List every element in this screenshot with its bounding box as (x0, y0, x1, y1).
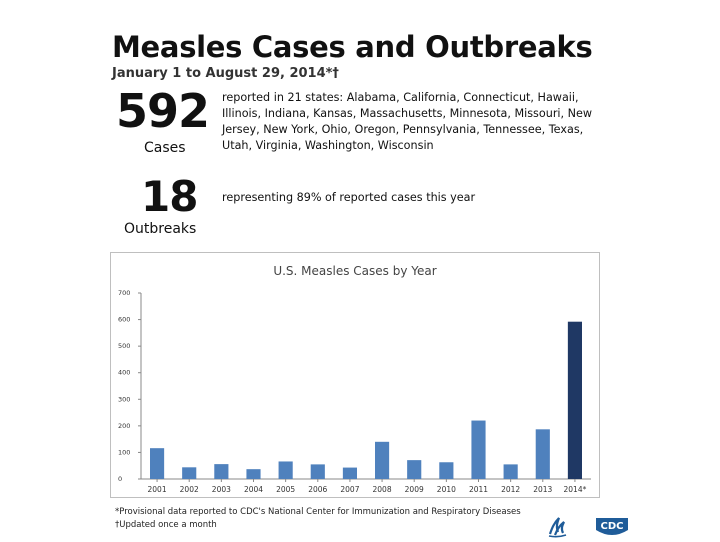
bar-2002 (182, 467, 197, 479)
y-tick-label: 100 (118, 448, 130, 456)
y-tick-label: 400 (118, 369, 130, 377)
bar-2007 (342, 467, 357, 479)
chart-container: U.S. Measles Cases by Year 700 600 500 400 3… (110, 252, 600, 498)
cases-number: 592 (116, 84, 210, 138)
bar-2012 (503, 464, 518, 479)
hhs-eagle-icon (546, 514, 568, 542)
bar-2004 (246, 469, 261, 479)
page-subtitle: January 1 to August 29, 2014*† (112, 66, 339, 81)
x-tick-label: 2008 (373, 485, 392, 494)
y-tick-label: 0 (118, 475, 122, 483)
bar-2013 (535, 429, 550, 479)
bar-2001 (150, 448, 165, 479)
y-tick-label: 500 (118, 342, 130, 350)
bar-2006 (310, 464, 325, 479)
y-tick-label: 300 (118, 395, 130, 403)
x-tick-label: 2012 (501, 485, 520, 494)
x-tick-label: 2014* (564, 485, 587, 494)
footnote-provisional: *Provisional data reported to CDC's Nati… (115, 507, 521, 517)
cdc-logo: CDC (594, 515, 630, 541)
chart-title: U.S. Measles Cases by Year (273, 264, 436, 278)
outbreaks-description: representing 89% of reported cases this … (222, 191, 476, 204)
x-tick-label: 2013 (533, 485, 552, 494)
bar-chart: U.S. Measles Cases by Year 700 600 500 400 3… (118, 264, 591, 494)
bar-2003 (214, 464, 229, 479)
bar-2011 (471, 420, 486, 479)
x-tick-label: 2010 (437, 485, 456, 494)
bar-2008 (375, 441, 390, 479)
bar-2005 (278, 461, 293, 479)
bar-2014 (567, 321, 582, 479)
x-tick-label: 2001 (148, 485, 167, 494)
x-tick-label: 2005 (276, 485, 295, 494)
x-tick-label: 2003 (212, 485, 231, 494)
chart-bars (150, 321, 582, 479)
bar-2010 (439, 462, 454, 479)
cases-description: reported in 21 states: Alabama, Californ… (222, 91, 593, 152)
chart-axes (138, 292, 591, 482)
bar-2009 (407, 460, 422, 479)
y-tick-label: 200 (118, 422, 130, 430)
cases-label: Cases (144, 140, 186, 156)
x-tick-label: 2004 (244, 485, 263, 494)
x-tick-label: 2011 (469, 485, 488, 494)
page-title: Measles Cases and Outbreaks (112, 30, 593, 64)
x-tick-label: 2009 (405, 485, 424, 494)
footnote-updated: †Updated once a month (115, 520, 217, 530)
x-tick-label: 2002 (180, 485, 199, 494)
chart-labels: 700 600 500 400 300 200 100 0 2001 2002 2003 2004 20… (118, 289, 587, 494)
outbreaks-number: 18 (141, 172, 198, 221)
x-tick-label: 2006 (308, 485, 327, 494)
cdc-logo-text: CDC (601, 521, 624, 532)
y-tick-label: 600 (118, 316, 130, 324)
y-tick-label: 700 (118, 289, 130, 297)
x-tick-label: 2007 (340, 485, 359, 494)
outbreaks-label: Outbreaks (124, 221, 197, 237)
